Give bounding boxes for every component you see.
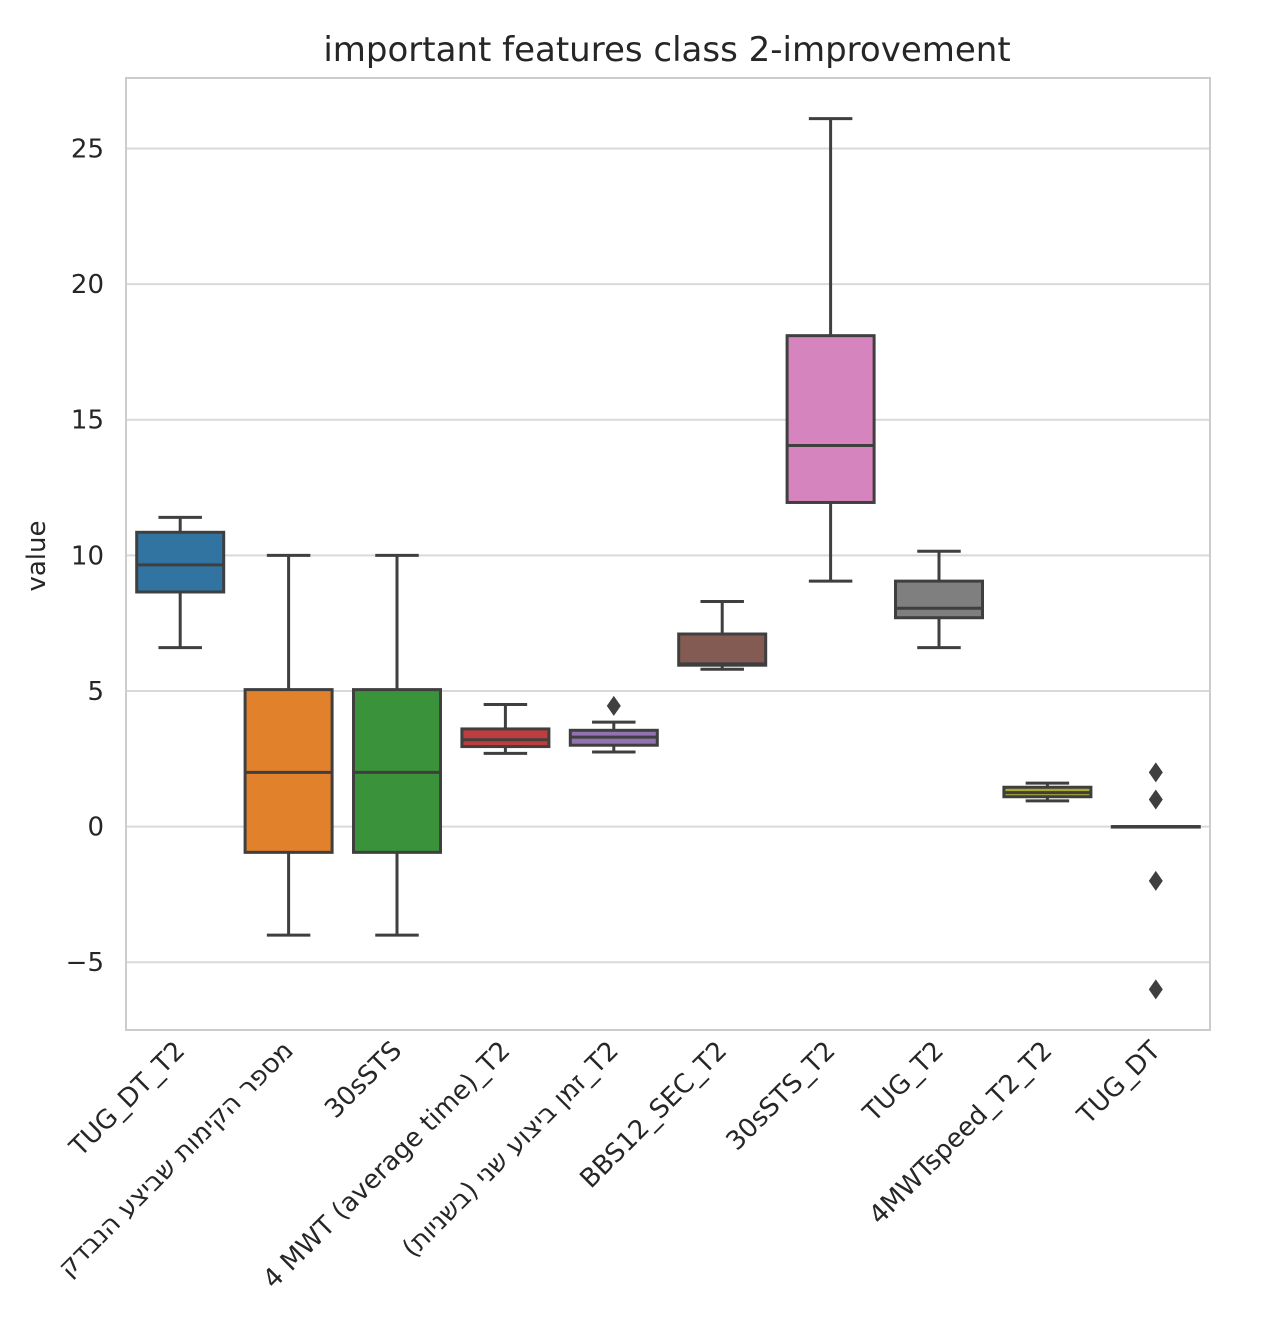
outlier-marker — [606, 695, 621, 716]
box-body — [785, 334, 876, 504]
box-body — [894, 579, 984, 620]
outlier-marker — [1148, 762, 1163, 783]
y-tick-label: 10 — [71, 541, 104, 571]
box-10 — [1110, 762, 1201, 1000]
box-2 — [243, 553, 334, 937]
plot-area — [125, 77, 1211, 1031]
y-axis-ticks: −5 0 5 10 15 20 25 — [66, 135, 104, 979]
boxes — [135, 117, 1201, 1000]
box-6 — [677, 599, 768, 671]
box-1 — [135, 515, 226, 650]
box-4 — [460, 703, 551, 755]
y-axis-label: value — [22, 520, 52, 591]
box-3 — [352, 553, 442, 937]
box-body — [677, 632, 768, 667]
x-tick-label: 4MWTspeed_T2_T2 — [863, 1036, 1058, 1231]
chart-title: important features class 2-improvement — [323, 30, 1010, 70]
x-tick-label: זמן ביצוע שני (בשניות)_T2 — [397, 1036, 625, 1264]
box-5 — [568, 695, 659, 754]
outlier-marker — [1148, 789, 1163, 810]
box-8 — [894, 549, 984, 650]
y-tick-label: 25 — [71, 135, 104, 165]
box-9 — [1002, 781, 1093, 803]
y-tick-label: −5 — [66, 948, 104, 978]
box-body — [135, 530, 226, 594]
x-tick-label: 30sSTS_T2 — [721, 1036, 842, 1157]
y-tick-label: 5 — [87, 677, 104, 707]
y-tick-label: 20 — [71, 270, 104, 300]
box-7 — [785, 117, 876, 583]
x-tick-label: TUG_DT — [1071, 1036, 1167, 1132]
y-tick-label: 0 — [87, 813, 104, 843]
x-tick-label: 30sSTS — [319, 1036, 408, 1125]
outlier-marker — [1148, 979, 1163, 1000]
outlier-marker — [1148, 870, 1163, 891]
x-tick-label: מספר הקימות שביצע הנבדק — [53, 1036, 300, 1283]
x-tick-label: TUG_T2 — [857, 1036, 950, 1129]
y-tick-label: 15 — [71, 406, 104, 436]
box-body — [460, 727, 551, 749]
